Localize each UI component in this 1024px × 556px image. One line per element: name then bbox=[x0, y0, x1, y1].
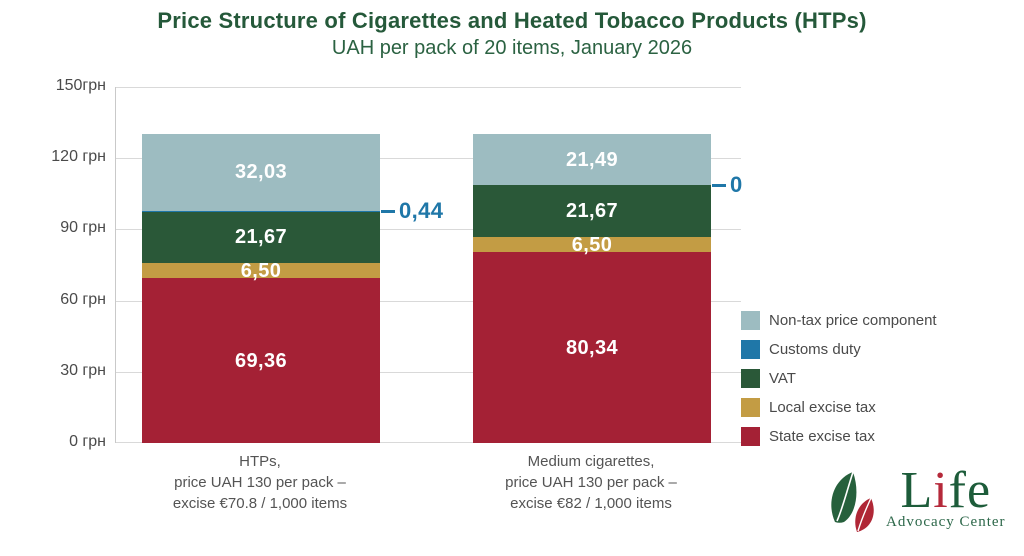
logo-text: Life Advocacy Center bbox=[886, 464, 1006, 531]
bar-value-label: 21,49 bbox=[565, 148, 619, 171]
legend-label: Local excise tax bbox=[769, 399, 876, 416]
gridline bbox=[116, 158, 741, 160]
caption-line: excise €70.8 / 1,000 items bbox=[172, 495, 348, 512]
gridline bbox=[116, 442, 741, 443]
y-tick-label: 90 грн bbox=[60, 219, 106, 237]
bar-segment bbox=[142, 134, 380, 211]
x-axis-caption: HTPs, price UAH 130 per pack – excise €70.… bbox=[95, 451, 425, 514]
logo-brand: Life bbox=[900, 462, 992, 519]
bar-segment bbox=[473, 185, 711, 237]
legend-label: Non-tax price component bbox=[769, 312, 937, 329]
legend: Non-tax price component Customs duty VAT Lo… bbox=[741, 311, 937, 456]
callout-dash bbox=[712, 183, 726, 187]
gridline bbox=[116, 300, 741, 302]
caption-line: HTPs, bbox=[239, 453, 281, 470]
bar-value-label: 21,67 bbox=[565, 200, 619, 223]
customs-duty-callout: 0,44 bbox=[381, 198, 443, 224]
legend-item: Non-tax price component bbox=[741, 311, 937, 330]
legend-item: State excise tax bbox=[741, 427, 937, 446]
caption-line: price UAH 130 per pack – bbox=[174, 474, 346, 491]
legend-swatch bbox=[741, 340, 760, 359]
bar-value-label: 69,36 bbox=[234, 349, 288, 372]
bar-value-label: 32,03 bbox=[234, 161, 288, 184]
bar-value-label: 6,50 bbox=[571, 233, 613, 256]
chart-subtitle: UAH per pack of 20 items, January 2026 bbox=[331, 37, 693, 59]
caption-line: price UAH 130 per pack – bbox=[505, 474, 677, 491]
bar-segment bbox=[473, 236, 711, 253]
bar-segment bbox=[473, 134, 711, 186]
legend-swatch bbox=[741, 369, 760, 388]
y-tick-label: 60 грн bbox=[60, 290, 106, 308]
legend-label: State excise tax bbox=[769, 428, 875, 445]
y-tick-label: 30 грн bbox=[60, 361, 106, 379]
y-tick-label: 150грн bbox=[55, 77, 106, 94]
legend-label: Customs duty bbox=[769, 341, 861, 358]
legend-item: Customs duty bbox=[741, 340, 937, 359]
legend-swatch bbox=[741, 311, 760, 330]
legend-swatch bbox=[741, 398, 760, 417]
logo: Life Advocacy Center bbox=[826, 464, 1006, 536]
legend-item: Local excise tax bbox=[741, 398, 937, 417]
legend-item: VAT bbox=[741, 369, 937, 388]
caption-line: Medium cigarettes, bbox=[527, 453, 655, 470]
legend-swatch bbox=[741, 427, 760, 446]
bar-value-label: 6,50 bbox=[240, 259, 282, 282]
bar-segment bbox=[142, 262, 380, 279]
bar-segment bbox=[473, 252, 711, 443]
bar-segment bbox=[142, 278, 380, 443]
legend-label: VAT bbox=[769, 370, 796, 387]
logo-tagline: Advocacy Center bbox=[886, 514, 1006, 530]
gridline bbox=[116, 87, 741, 88]
x-axis-caption: Medium cigarettes, price UAH 130 per pack… bbox=[426, 451, 756, 514]
callout-value: 0 bbox=[730, 172, 743, 198]
y-tick-label: 120 грн bbox=[51, 148, 106, 166]
callout-value: 0,44 bbox=[399, 198, 444, 223]
customs-duty-callout: 0 bbox=[712, 172, 743, 198]
caption-line: excise €82 / 1,000 items bbox=[510, 495, 672, 512]
bar-segment bbox=[142, 209, 380, 212]
callout-dash bbox=[381, 209, 395, 213]
y-tick-label: 0 грн bbox=[69, 433, 106, 450]
gridline bbox=[116, 229, 741, 231]
gridline bbox=[116, 371, 741, 373]
plot-area: 69,36 6,50 21,67 0,44 32,03 80,34 6,50 21,67 0 21… bbox=[115, 87, 743, 443]
bar-value-label: 21,67 bbox=[234, 226, 288, 249]
leaf-logo-icon bbox=[831, 471, 874, 532]
bar-segment bbox=[142, 211, 380, 263]
chart-title: Price Structure of Cigarettes and Heated… bbox=[157, 8, 867, 33]
bar-value-label: 80,34 bbox=[565, 336, 619, 359]
